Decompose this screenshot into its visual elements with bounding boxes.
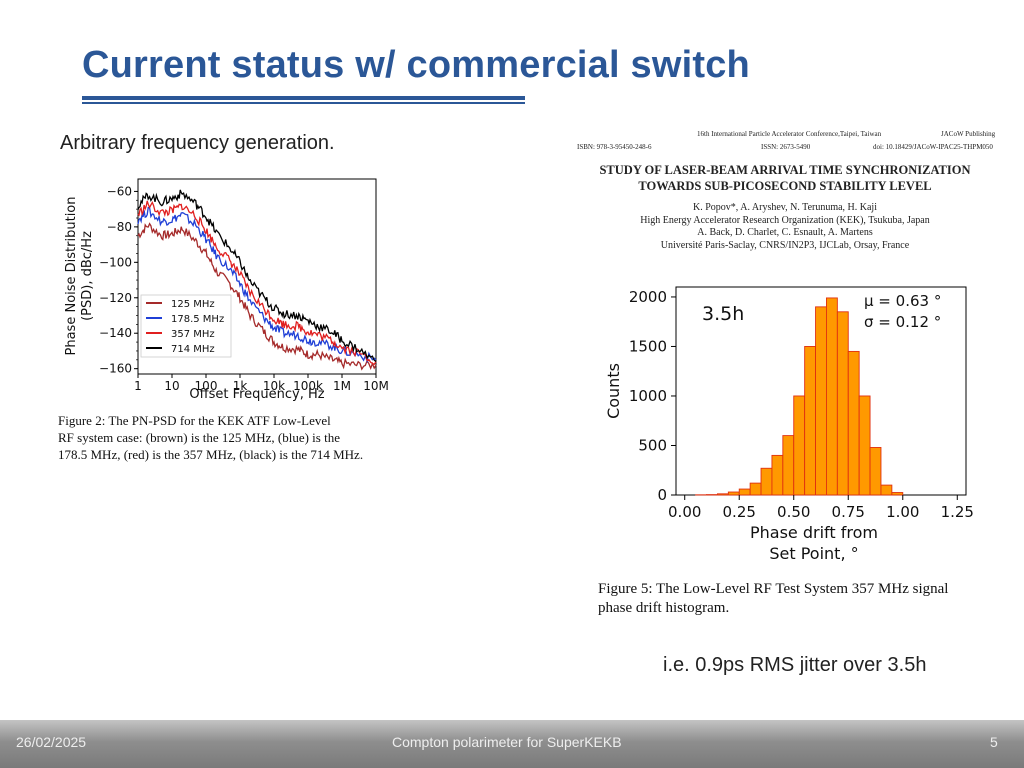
hist-y-tick-label: 0 [657,486,667,504]
paper-title-line1: STUDY OF LASER-BEAM ARRIVAL TIME SYNCHRO… [599,163,971,177]
psd-x-tick-label: 1M [333,379,351,393]
hist-y-tick-label: 2000 [629,288,667,306]
psd-series-357mhz [137,200,377,366]
histogram-bar [804,346,816,496]
histogram-bar [738,488,751,496]
histogram-bar [771,454,784,496]
histogram-bar [749,482,762,496]
psd-legend-178: 178.5 MHz [171,314,224,325]
psd-x-tick-label: 1k [233,379,248,393]
histogram-bar [891,492,904,496]
footer-date: 26/02/2025 [16,734,87,750]
psd-y-label-2: (PSD), dBc/Hz [80,231,95,321]
paper-authors-1: K. Popov*, A. Aryshev, N. Terunuma, H. K… [692,202,877,213]
figure5-caption-line2: phase drift histogram. [598,600,730,616]
title-underline-thin [82,102,525,104]
psd-y-label-1: Phase Noise Distribution [64,197,79,356]
hist-annotation: 3.5h [702,303,744,325]
histogram-bar [869,447,882,496]
title-underline [82,96,525,100]
psd-chart: Phase Noise Distribution (PSD), dBc/Hz O… [64,178,389,402]
histogram-chart: Counts Phase drift from Set Point, ° 0.0… [604,286,974,563]
figure5-caption: Figure 5: The Low-Level RF Test System 3… [598,580,998,618]
histogram-bar [716,493,729,496]
psd-plot-frame [137,178,377,375]
slide-footer: 26/02/2025 Compton polarimeter for Super… [0,720,1024,768]
paper-doi: doi: 10.18429/JACoW-IPAC25-THPM050 [873,143,993,151]
paper-isbn: ISBN: 978-3-95450-248-6 [577,143,652,151]
histogram-bar [858,395,871,496]
psd-y-tick-label: −120 [99,291,132,305]
hist-mu-label: μ = 0.63 ° [864,292,941,310]
histogram-bar [826,297,838,496]
histogram-bar [836,311,849,496]
paper-affiliation-1: High Energy Accelerator Research Organiz… [640,214,930,226]
figure2-caption-line1: Figure 2: The PN-PSD for the KEK ATF Low… [58,413,331,428]
psd-y-tick-label: −160 [99,362,132,376]
psd-x-tick-label: 100k [293,379,323,393]
paper-title-line2: TOWARDS SUB-PICOSECOND STABILITY LEVEL [638,179,932,193]
jitter-note: i.e. 0.9ps RMS jitter over 3.5h [663,654,927,676]
psd-legend-357: 357 MHz [171,329,215,340]
figure5-caption-line1: Figure 5: The Low-Level RF Test System 3… [598,581,949,597]
footer-page-number: 5 [990,734,998,750]
psd-legend-714: 714 MHz [171,344,215,355]
psd-x-tick-label: 100 [195,379,218,393]
figure2-caption-line3: 178.5 MHz, (red) is the 357 MHz, (black)… [58,447,364,462]
figure2-caption: Figure 2: The PN-PSD for the KEK ATF Low… [58,412,398,463]
paper-authors: K. Popov*, A. Aryshev, N. Terunuma, H. K… [575,202,995,252]
psd-series-714mhz [137,189,377,363]
psd-y-tick-label: −80 [107,220,132,234]
hist-x-tick-label: 1.00 [886,503,919,521]
psd-legend: 125 MHz 178.5 MHz 357 MHz 714 MHz [140,294,232,358]
hist-x-tick-label: 0.00 [668,503,701,521]
psd-x-tick-label: 1 [134,379,142,393]
psd-legend-125: 125 MHz [171,299,215,310]
hist-y-tick-label: 1500 [629,337,667,355]
hist-y-label: Counts [604,363,623,419]
psd-y-tick-label: −140 [99,326,132,340]
paper-conference: 16th International Particle Accelerator … [697,130,882,138]
hist-y-tick-label: 500 [638,436,667,454]
psd-series-125mhz [137,222,377,371]
figure2-caption-line2: RF system case: (brown) is the 125 MHz, … [58,430,340,445]
hist-x-tick-label: 0.25 [723,503,756,521]
histogram-bar [782,435,795,496]
hist-x-label-1: Phase drift from [750,523,878,542]
histogram-bar [815,306,827,496]
paper-authors-2: A. Back, D. Charlet, C. Esnault, A. Mart… [697,227,873,238]
psd-x-tick-label: 10M [363,379,389,393]
paper-affiliation-2: Université Paris-Saclay, CNRS/IN2P3, IJC… [660,239,910,251]
paper-publisher: JACoW Publishing [941,130,996,138]
histogram-bar [880,484,893,496]
hist-x-tick-label: 0.75 [832,503,865,521]
histogram-bar [793,395,806,496]
footer-title: Compton polarimeter for SuperKEKB [392,734,622,750]
hist-x-label-2: Set Point, ° [769,544,858,563]
hist-x-tick-label: 0.50 [777,503,810,521]
psd-x-tick-label: 10 [164,379,179,393]
slide-title: Current status w/ commercial switch [82,44,750,86]
psd-x-tick-label: 10k [263,379,285,393]
histogram-bar [727,491,740,496]
hist-y-tick-label: 1000 [629,387,667,405]
psd-y-tick-label: −100 [99,255,132,269]
paper-issn: ISSN: 2673-5490 [761,143,811,151]
hist-x-tick-label: 1.25 [941,503,974,521]
histogram-bar [760,467,773,496]
histogram-bar [847,350,860,496]
psd-y-tick-label: −60 [107,184,132,198]
slide-subtitle: Arbitrary frequency generation. [60,132,335,154]
paper-title: STUDY OF LASER-BEAM ARRIVAL TIME SYNCHRO… [575,162,995,194]
psd-series-178mhz [137,206,377,364]
hist-sigma-label: σ = 0.12 ° [864,313,941,331]
psd-x-label: Offset Frequency, Hz [189,387,324,402]
